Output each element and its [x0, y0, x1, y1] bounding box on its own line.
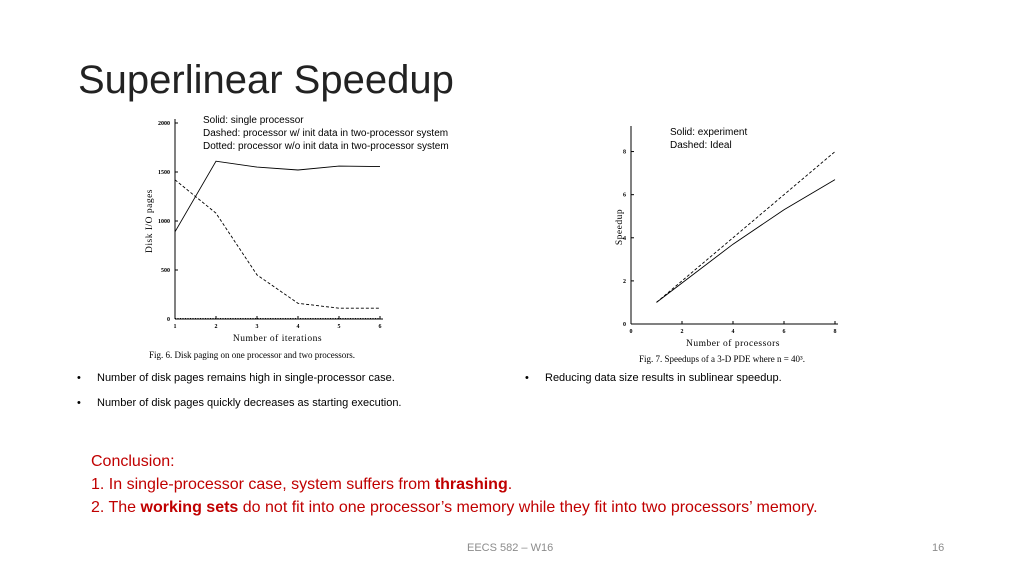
- right-note-solid: Solid: experiment: [670, 127, 748, 138]
- series-line-dashed: [174, 179, 380, 309]
- bullet-marker: •: [77, 372, 81, 384]
- bullet-text: Number of disk pages remains high in sin…: [97, 372, 395, 384]
- working-sets-emphasis: working sets: [140, 499, 239, 516]
- y-tick-label: 1500: [158, 170, 170, 176]
- right-note-dashed: Dashed: Ideal: [670, 140, 732, 151]
- x-tick-label: 6: [379, 324, 382, 330]
- thrashing-emphasis: thrashing: [434, 476, 508, 493]
- conclusion-heading: Conclusion:: [91, 453, 175, 470]
- footer-course: EECS 582 – W16: [467, 542, 554, 554]
- y-tick-label: 0: [167, 317, 170, 323]
- x-tick-label: 5: [338, 324, 341, 330]
- bullet-marker: •: [77, 397, 81, 409]
- conclusion-line-1: 1. In single-processor case, system suff…: [91, 476, 513, 493]
- y-axis-label: Disk I/O pages: [145, 189, 155, 253]
- x-tick-label: 2: [215, 324, 218, 330]
- x-tick-label: 8: [834, 329, 837, 335]
- y-tick-label: 500: [161, 268, 170, 274]
- disk-paging-chart: 1 2 3 4 5 6 0 500 1000 1500 2000 Number of iteratio…: [145, 119, 383, 344]
- left-legend-notes: Solid: single processor Dashed: processo…: [203, 114, 449, 153]
- speedup-chart: 0 2 4 6 8 0 2 4 6 8 Number of processors Speedup: [615, 126, 838, 348]
- y-tick-label: 1000: [158, 219, 170, 225]
- series-line-solid: [656, 179, 836, 303]
- x-tick-label: 0: [630, 329, 633, 335]
- left-figure-caption: Fig. 6. Disk paging on one processor and…: [149, 350, 355, 360]
- y-tick-label: 4: [623, 236, 626, 242]
- x-axis-label: Number of iterations: [233, 333, 322, 344]
- x-tick-label: 4: [732, 329, 735, 335]
- page-title: Superlinear Speedup: [78, 58, 454, 102]
- series-line-solid: [174, 160, 381, 233]
- y-tick-label: 2000: [158, 121, 170, 127]
- y-axis-label: Speedup: [615, 209, 625, 245]
- right-legend-notes: Solid: experiment Dashed: Ideal: [670, 126, 747, 152]
- x-tick-label: 6: [783, 329, 786, 335]
- x-axis-label: Number of processors: [686, 338, 780, 348]
- x-tick-label: 1: [174, 324, 177, 330]
- left-note-dotted: Dotted: processor w/o init data in two-p…: [203, 141, 449, 152]
- bullet-text: Reducing data size results in sublinear …: [545, 372, 782, 384]
- y-tick-label: 8: [623, 150, 626, 156]
- left-note-dashed: Dashed: processor w/ init data in two-pr…: [203, 128, 449, 139]
- conclusion-block: Conclusion: 1. In single-processor case,…: [91, 450, 818, 519]
- left-note-solid: Solid: single processor: [203, 115, 304, 126]
- conclusion-line-2: 2. The working sets do not fit into one …: [91, 499, 818, 516]
- slide-number: 16: [932, 542, 945, 554]
- x-tick-label: 3: [256, 324, 259, 330]
- right-figure-caption: Fig. 7. Speedups of a 3-D PDE where n = …: [639, 354, 806, 364]
- x-tick-label: 4: [297, 324, 300, 330]
- bullet-text: Number of disk pages quickly decreases a…: [97, 397, 402, 409]
- y-tick-label: 0: [623, 322, 626, 328]
- y-tick-label: 6: [623, 193, 626, 199]
- x-tick-label: 2: [681, 329, 684, 335]
- series-line-dashed: [656, 151, 836, 303]
- bullet-marker: •: [525, 372, 529, 384]
- y-tick-label: 2: [623, 279, 626, 285]
